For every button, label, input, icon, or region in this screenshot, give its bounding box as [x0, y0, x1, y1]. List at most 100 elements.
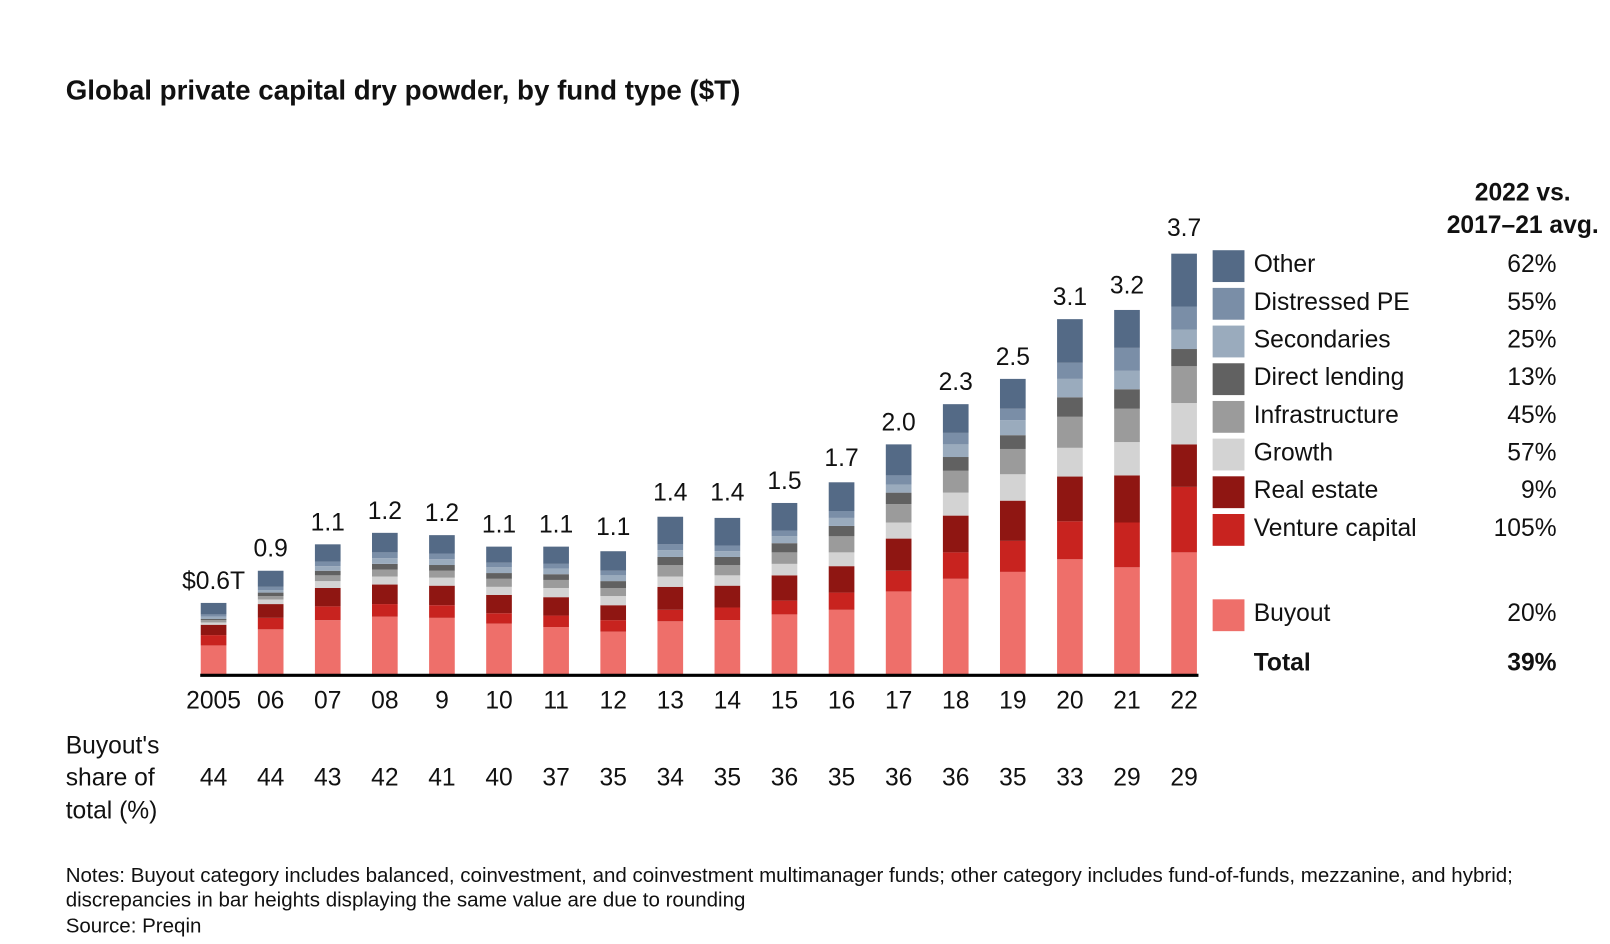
bar-segment [657, 586, 684, 610]
bar-segment [257, 617, 284, 630]
bar-segment [1171, 329, 1197, 350]
note: Notes: Buyout category includes balanced… [66, 864, 1513, 887]
x-tick-label: 08 [371, 688, 398, 715]
bar-segment [1057, 378, 1083, 398]
bar-segment [885, 522, 912, 539]
bar-segment [314, 581, 341, 588]
legend-label: Buyout [1254, 600, 1331, 627]
bar-segment [429, 535, 455, 554]
legend-change: 25% [1507, 326, 1556, 353]
bar-segment [372, 616, 398, 676]
bar-segment [600, 596, 627, 606]
total-label: 1.4 [653, 479, 687, 506]
x-tick-label: 14 [714, 688, 741, 715]
bar-segment [771, 552, 798, 564]
share-value: 41 [428, 765, 455, 792]
bar-segment [543, 615, 569, 628]
bar-segment [1171, 486, 1197, 553]
bar-segment [486, 623, 512, 676]
bar-segment [999, 500, 1026, 541]
bar-segment [657, 609, 684, 622]
bar-segment [1114, 442, 1140, 476]
bar-segment [1171, 253, 1197, 307]
note: discrepancies in bar heights displaying … [66, 889, 746, 912]
bar-segment [1171, 306, 1197, 330]
bar-segment [600, 570, 627, 576]
total-label: 0.9 [254, 536, 288, 563]
bar-segment [1114, 475, 1140, 523]
bar-segment [1114, 567, 1140, 676]
legend-swatch [1212, 599, 1245, 632]
bar-segment [828, 482, 855, 512]
bar-segment [486, 594, 512, 614]
total-label: 3.1 [1053, 284, 1087, 311]
bar-segment [257, 590, 284, 593]
bar-segment [714, 575, 741, 586]
bar-segment [200, 616, 227, 620]
bar-segment [1057, 447, 1083, 477]
bar-segment [885, 475, 912, 485]
x-tick-label: 18 [942, 688, 969, 715]
x-tick-label: 10 [485, 688, 512, 715]
bar-segment [200, 624, 227, 636]
share-value: 29 [1170, 765, 1197, 792]
bar-segment [942, 552, 969, 579]
share-value: 36 [885, 765, 912, 792]
bar-segment [828, 592, 855, 610]
bar-segment [543, 574, 569, 580]
bar-segment [771, 502, 798, 531]
bar-segment [771, 543, 798, 553]
bar-segment [1057, 416, 1083, 448]
bar-segment [714, 607, 741, 621]
bar-segment [1171, 552, 1197, 676]
bar-segment [771, 563, 798, 576]
total-label: 3.7 [1167, 215, 1201, 242]
bar-segment [543, 546, 569, 564]
bar-segment [314, 620, 341, 676]
total-label: 2.3 [939, 369, 973, 396]
bar-segment [942, 444, 969, 458]
bar-segment [999, 474, 1026, 501]
bar-segment [429, 605, 455, 618]
x-tick-label: 12 [600, 688, 627, 715]
legend-label: Real estate [1254, 477, 1379, 504]
bar-segment [942, 457, 969, 471]
bar-segment [885, 538, 912, 571]
legend-label: Growth [1254, 440, 1333, 467]
bar-segment [486, 586, 512, 595]
total-label: Total [1254, 650, 1311, 677]
total-label: 2.0 [882, 409, 916, 436]
bar-segment [714, 545, 741, 552]
bar-segment [314, 570, 341, 576]
bar-segment [1171, 349, 1197, 367]
total-label: 1.1 [482, 512, 516, 539]
bar-segment [828, 552, 855, 567]
bar-segment [429, 559, 455, 566]
legend-change: 62% [1507, 251, 1556, 278]
total-label: 1.2 [425, 500, 459, 527]
bar-segment [200, 635, 227, 646]
bar-segment [429, 553, 455, 560]
share-value: 44 [257, 765, 284, 792]
bar-segment [1114, 370, 1140, 390]
bar-segment [657, 576, 684, 587]
bar-segment [600, 581, 627, 588]
bar-segment [543, 568, 569, 575]
x-tick-label: 19 [999, 688, 1026, 715]
bar-segment [828, 525, 855, 537]
x-tick-label: 9 [435, 688, 449, 715]
total-label: 1.5 [767, 468, 801, 495]
bar-segment [1171, 403, 1197, 445]
bar-segment [771, 600, 798, 615]
legend-swatch [1212, 400, 1245, 433]
legend-label: Other [1254, 251, 1316, 278]
bar-segment [999, 448, 1026, 475]
total-label: 1.7 [824, 445, 858, 472]
bar-segment [486, 613, 512, 624]
share-label: share of [66, 765, 155, 792]
bar-segment [714, 565, 741, 576]
legend-change: 13% [1507, 364, 1556, 391]
bar-segment [486, 567, 512, 574]
bar-segment [314, 575, 341, 582]
